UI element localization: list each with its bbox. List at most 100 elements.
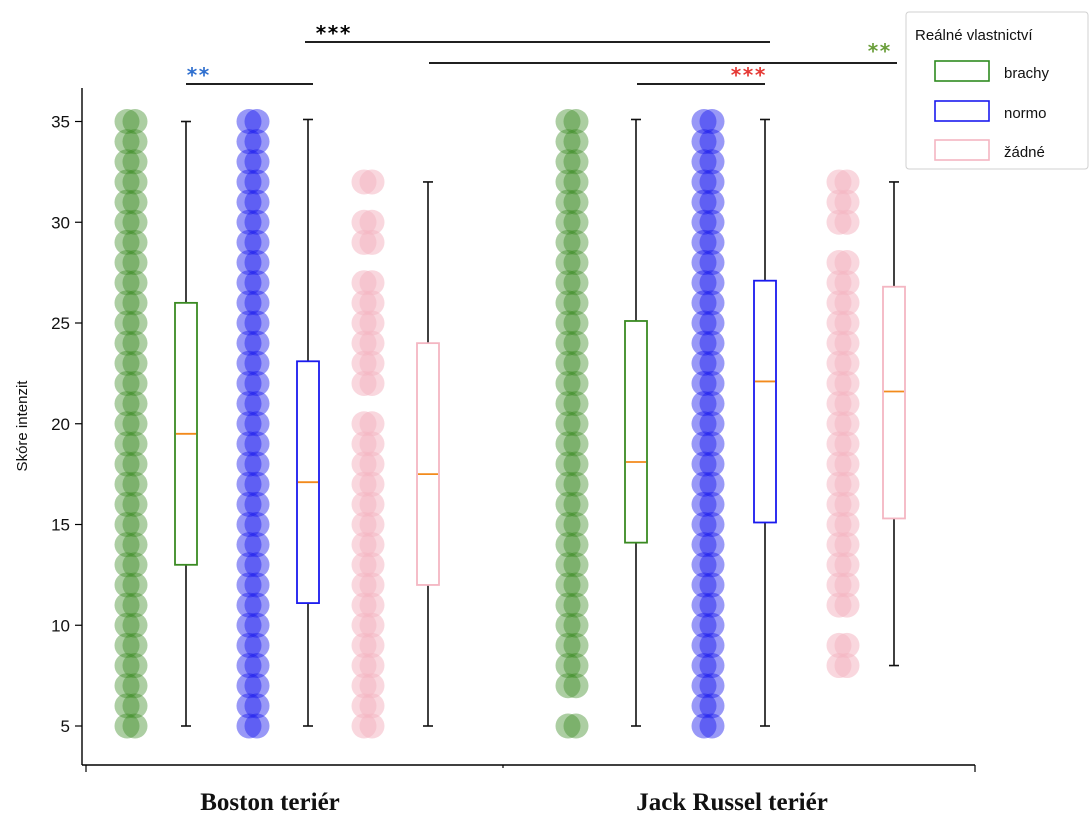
data-point-brachy (563, 250, 589, 276)
data-point-brachy (114, 350, 140, 376)
data-point-brachy (555, 169, 581, 195)
data-point-brachy (122, 189, 148, 215)
data-point-brachy (114, 552, 140, 578)
data-point-normo (699, 129, 725, 155)
data-point-normo (691, 431, 717, 457)
data-point-normo (699, 653, 725, 679)
data-point-brachy (563, 632, 589, 658)
legend-swatch-zadne (934, 139, 990, 161)
data-point-zadne (834, 471, 860, 497)
data-point-brachy (122, 471, 148, 497)
data-point-zadne (834, 290, 860, 316)
data-point-brachy (122, 370, 148, 396)
data-point-normo (236, 169, 262, 195)
data-point-zadne (359, 290, 385, 316)
data-point-brachy (114, 310, 140, 336)
data-point-brachy (555, 290, 581, 316)
data-point-brachy (555, 653, 581, 679)
data-point-brachy (563, 189, 589, 215)
data-point-brachy (563, 149, 589, 175)
data-point-zadne (359, 532, 385, 558)
data-point-brachy (122, 109, 148, 134)
data-point-normo (244, 391, 270, 417)
data-point-brachy (114, 129, 140, 155)
data-point-brachy (114, 431, 140, 457)
data-point-normo (244, 149, 270, 175)
data-point-normo (691, 653, 717, 679)
data-point-brachy (555, 572, 581, 598)
data-point-normo (236, 451, 262, 477)
data-point-brachy (114, 532, 140, 558)
data-point-brachy (122, 229, 148, 255)
data-point-brachy (555, 370, 581, 396)
data-point-brachy (122, 552, 148, 578)
data-point-normo (244, 431, 270, 457)
box-brachy (624, 320, 648, 544)
data-point-zadne (834, 532, 860, 558)
data-point-brachy (555, 451, 581, 477)
data-point-brachy (122, 149, 148, 175)
data-point-brachy (563, 129, 589, 155)
data-point-brachy (114, 169, 140, 195)
data-point-normo (691, 209, 717, 235)
data-point-brachy (114, 713, 140, 739)
data-point-normo (699, 491, 725, 517)
data-point-normo (691, 270, 717, 296)
data-point-brachy (114, 491, 140, 517)
data-point-normo (236, 471, 262, 497)
data-point-normo (691, 471, 717, 497)
data-point-brachy (555, 471, 581, 497)
data-point-zadne (834, 370, 860, 396)
data-point-brachy (122, 129, 148, 155)
box-normo (753, 279, 777, 524)
data-point-brachy (563, 270, 589, 296)
data-point-normo (691, 350, 717, 376)
data-point-normo (699, 512, 725, 537)
data-point-zadne (834, 491, 860, 517)
data-point-brachy (122, 250, 148, 276)
data-point-brachy (555, 250, 581, 276)
data-point-normo (244, 310, 270, 336)
data-point-normo (691, 532, 717, 558)
data-point-zadne (359, 451, 385, 477)
data-point-brachy (114, 632, 140, 658)
data-point-brachy (555, 149, 581, 175)
data-point-normo (691, 592, 717, 618)
data-point-brachy (563, 592, 589, 618)
data-point-normo (244, 290, 270, 316)
data-point-zadne (359, 552, 385, 578)
data-point-brachy (114, 592, 140, 618)
data-point-normo (236, 612, 262, 638)
data-point-brachy (122, 592, 148, 618)
significance-label: ** (186, 63, 210, 87)
legend-swatch-normo (934, 100, 990, 122)
data-point-zadne (359, 350, 385, 376)
legend-title: Reálné vlastnictví (915, 27, 1033, 44)
data-point-brachy (555, 330, 581, 356)
data-point-brachy (122, 391, 148, 417)
data-point-brachy (114, 209, 140, 235)
data-point-normo (691, 189, 717, 215)
data-point-brachy (555, 391, 581, 417)
data-point-brachy (122, 411, 148, 437)
data-point-normo (244, 673, 270, 699)
legend-label-zadne: žádné (1004, 144, 1045, 161)
data-point-normo (236, 713, 262, 739)
data-point-brachy (563, 169, 589, 195)
data-point-normo (236, 149, 262, 175)
data-point-brachy (563, 370, 589, 396)
data-point-zadne (834, 572, 860, 598)
data-point-normo (236, 129, 262, 155)
data-point-brachy (114, 250, 140, 276)
data-point-zadne (834, 209, 860, 235)
data-point-normo (244, 491, 270, 517)
data-point-brachy (122, 693, 148, 719)
data-point-zadne (834, 632, 860, 658)
data-point-normo (699, 109, 725, 134)
data-point-normo (699, 572, 725, 598)
data-point-normo (691, 129, 717, 155)
data-point-normo (236, 552, 262, 578)
data-point-normo (236, 632, 262, 658)
data-point-brachy (555, 411, 581, 437)
